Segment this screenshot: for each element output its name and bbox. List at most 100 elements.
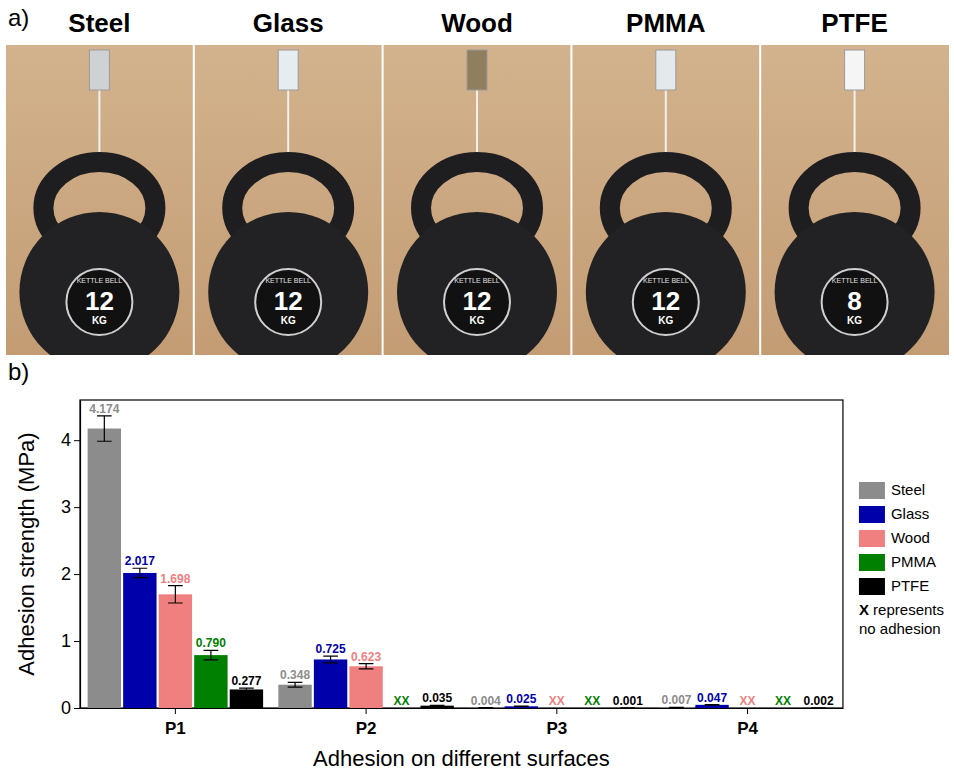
- x-tick: P4: [737, 708, 758, 738]
- x-axis: P1P2P3P4: [81, 708, 844, 738]
- brand-text: KETTLE BELL: [643, 277, 689, 284]
- panel-divider: [570, 45, 572, 355]
- bar: [314, 659, 347, 708]
- x-tick-label: P4: [737, 719, 758, 738]
- kettlebell-body: [775, 212, 935, 355]
- y-tick-mark: [74, 507, 80, 508]
- weight-badge: [66, 269, 132, 335]
- weight-number: 12: [85, 286, 114, 316]
- y-axis: 01234: [61, 401, 81, 719]
- string: [854, 88, 856, 160]
- photo-strip: KETTLE BELL12KGKETTLE BELL12KGKETTLE BEL…: [5, 45, 949, 355]
- surface-title: Wood: [441, 8, 513, 38]
- weight-number: 12: [651, 286, 680, 316]
- data-label: 0.725: [316, 642, 346, 656]
- legend-swatch: [859, 578, 885, 595]
- string: [665, 88, 667, 160]
- legend-item: Steel: [859, 481, 925, 499]
- error-bar: [97, 416, 112, 441]
- legend-item: PMMA: [859, 553, 936, 571]
- x-tick-label: P2: [356, 719, 377, 738]
- y-tick: 1: [61, 631, 80, 651]
- weight-unit: KG: [658, 315, 673, 326]
- string: [476, 88, 478, 160]
- surface-title: Steel: [68, 8, 130, 38]
- bar: [230, 689, 263, 708]
- bar: [194, 655, 227, 708]
- y-tick: 2: [61, 564, 80, 584]
- legend-item: PTFE: [859, 577, 929, 595]
- panel-divider: [759, 45, 761, 355]
- y-tick-mark: [74, 708, 80, 709]
- weight-number: 12: [274, 286, 303, 316]
- error-bar: [323, 656, 338, 663]
- kettlebell-body: [208, 212, 368, 355]
- panel-letter: a): [8, 4, 29, 31]
- data-label: XX: [394, 694, 410, 708]
- y-tick: 3: [61, 497, 80, 517]
- plot-marks: [88, 416, 836, 708]
- kettlebell-body: [19, 212, 179, 355]
- weight-number: 8: [847, 286, 861, 316]
- y-tick-label: 1: [61, 631, 71, 651]
- bar: [505, 706, 538, 708]
- data-label: 0.277: [231, 674, 261, 688]
- photo-panel: KETTLE BELL12KG: [194, 45, 383, 355]
- data-label: 0.004: [471, 694, 501, 708]
- surface-title: Glass: [253, 8, 324, 38]
- x-tick-mark: [747, 708, 748, 714]
- data-labels: 4.1740.3480.0040.0072.0170.7250.0250.047…: [89, 402, 834, 708]
- bar: [278, 685, 311, 708]
- legend-note: X representsno adhesion: [859, 601, 944, 637]
- legend-label: Wood: [891, 529, 930, 546]
- legend-swatch: [859, 506, 885, 523]
- panel-divider: [193, 45, 195, 355]
- sample-plate: [278, 50, 298, 90]
- kettlebell-body: [586, 212, 746, 355]
- legend-swatch: [859, 482, 885, 499]
- sample-plate: [467, 50, 487, 90]
- weight-badge: [444, 269, 510, 335]
- surface-title: PMMA: [626, 8, 706, 38]
- legend-label: Steel: [891, 481, 925, 498]
- bar: [123, 573, 156, 708]
- sample-plate: [89, 50, 109, 90]
- brand-text: KETTLE BELL: [265, 277, 311, 284]
- panel-divider: [5, 45, 6, 355]
- weight-badge: [822, 269, 888, 335]
- bar: [159, 594, 192, 708]
- weight-badge: [255, 269, 321, 335]
- string: [287, 88, 289, 160]
- data-label: 0.025: [506, 692, 536, 706]
- data-label: XX: [584, 694, 600, 708]
- error-bar: [132, 568, 147, 577]
- photo-panel: KETTLE BELL 12KG: [571, 45, 760, 355]
- x-tick-mark: [175, 708, 176, 714]
- error-bar: [239, 688, 254, 691]
- x-tick-label: P3: [546, 719, 567, 738]
- brand-text: KETTLE BELL: [77, 277, 123, 284]
- weight-badge: [633, 269, 699, 335]
- legend-label: Glass: [891, 505, 929, 522]
- legend: Steel Glass Wood PMMA PTFE X representsno adh…: [859, 481, 944, 637]
- error-bar: [204, 650, 219, 659]
- data-label: 0.035: [422, 691, 452, 705]
- error-bar: [359, 664, 374, 669]
- x-axis-title: Adhesion on different surfaces: [313, 746, 610, 771]
- data-label: 0.348: [280, 668, 310, 682]
- y-tick-label: 0: [61, 698, 71, 718]
- plot-frame: [80, 400, 843, 708]
- weight-unit: KG: [847, 315, 862, 326]
- brand-text: KETTLE BELL: [454, 277, 500, 284]
- data-label: 0.001: [613, 694, 643, 708]
- photo-panel: KETTLE BELL12KG: [5, 45, 194, 355]
- data-label: 0.047: [697, 691, 727, 705]
- bar: [349, 666, 382, 708]
- bar: [88, 429, 121, 708]
- x-tick-mark: [366, 708, 367, 714]
- x-tick-mark: [556, 708, 557, 714]
- x-tick: P3: [546, 708, 567, 738]
- weight-number: 12: [463, 286, 492, 316]
- data-label: 0.002: [804, 694, 834, 708]
- y-tick-label: 2: [61, 564, 71, 584]
